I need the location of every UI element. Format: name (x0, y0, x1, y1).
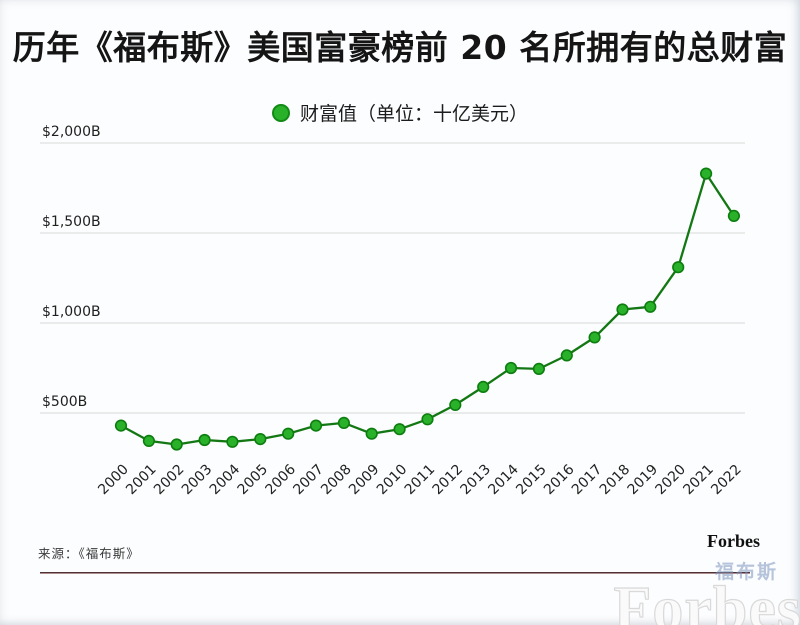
data-point-2010 (393, 423, 406, 436)
source-note: 来源：《福布斯》 (38, 546, 140, 561)
x-tick-label: 2019 (625, 462, 662, 499)
data-point-2004 (226, 435, 239, 448)
legend-label: 财富值（单位：十亿美元） (299, 103, 528, 125)
data-point-2006 (282, 427, 295, 440)
x-tick-label: 2012 (430, 462, 467, 499)
x-tick-label: 2002 (151, 462, 188, 499)
data-point-2002 (170, 438, 183, 451)
data-point-2009 (365, 427, 378, 440)
x-tick-label: 2014 (485, 461, 522, 498)
data-point-2020 (672, 261, 685, 274)
watermark-forbes: Forbes (613, 575, 800, 625)
data-point-2013 (477, 380, 490, 394)
x-tick-label: 2013 (457, 462, 494, 499)
data-point-2018 (616, 303, 629, 316)
x-tick-label: 2018 (597, 462, 634, 499)
chart-legend: 财富值（单位：十亿美元） (0, 99, 800, 126)
x-tick-label: 2010 (374, 462, 411, 499)
x-tick-label: 2022 (708, 462, 745, 499)
data-point-2016 (560, 349, 573, 362)
data-point-2021 (699, 167, 713, 180)
data-point-2012 (449, 398, 462, 412)
wealth-line-chart: $500B$1,000B$1,500B$2,000B20002001200220… (40, 124, 745, 499)
y-tick-label: $1,500B (42, 214, 101, 230)
x-tick-label: 2016 (541, 461, 578, 498)
data-point-2008 (337, 416, 351, 430)
x-tick-label: 2000 (95, 462, 132, 499)
data-point-2001 (142, 434, 155, 448)
x-tick-label: 2015 (513, 462, 550, 499)
trend-line (120, 172, 735, 446)
x-tick-label: 2005 (235, 462, 272, 499)
x-tick-label: 2008 (318, 462, 355, 499)
y-tick-label: $1,000B (42, 304, 101, 320)
data-point-2015 (532, 362, 546, 375)
x-tick-label: 2007 (290, 462, 327, 499)
footer-divider (40, 572, 750, 574)
legend-dot-icon (271, 103, 290, 122)
data-point-2017 (588, 331, 601, 344)
x-tick-label: 2011 (402, 462, 439, 499)
data-point-2022 (727, 209, 741, 222)
x-tick-label: 2017 (569, 462, 606, 499)
x-tick-label: 2021 (680, 462, 717, 499)
data-point-2014 (504, 361, 518, 375)
page-title: 历年《福布斯》美国富豪榜前 20 名所拥有的总财富 (12, 28, 788, 67)
x-tick-label: 2003 (179, 462, 216, 499)
data-point-2000 (114, 419, 128, 432)
data-point-2003 (198, 433, 211, 447)
x-tick-label: 2004 (207, 461, 244, 498)
x-tick-label: 2006 (262, 461, 299, 498)
data-point-2019 (644, 300, 657, 313)
data-point-2005 (254, 433, 267, 446)
x-tick-label: 2020 (653, 462, 690, 499)
y-tick-label: $2,000B (42, 124, 101, 140)
data-point-2011 (421, 413, 434, 426)
y-tick-label: $500B (42, 394, 87, 410)
watermark-chinese: 福布斯 (714, 561, 778, 583)
data-point-2007 (309, 419, 323, 432)
x-tick-label: 2001 (123, 462, 160, 499)
x-tick-label: 2009 (346, 462, 383, 499)
forbes-logo: Forbes (707, 531, 760, 551)
